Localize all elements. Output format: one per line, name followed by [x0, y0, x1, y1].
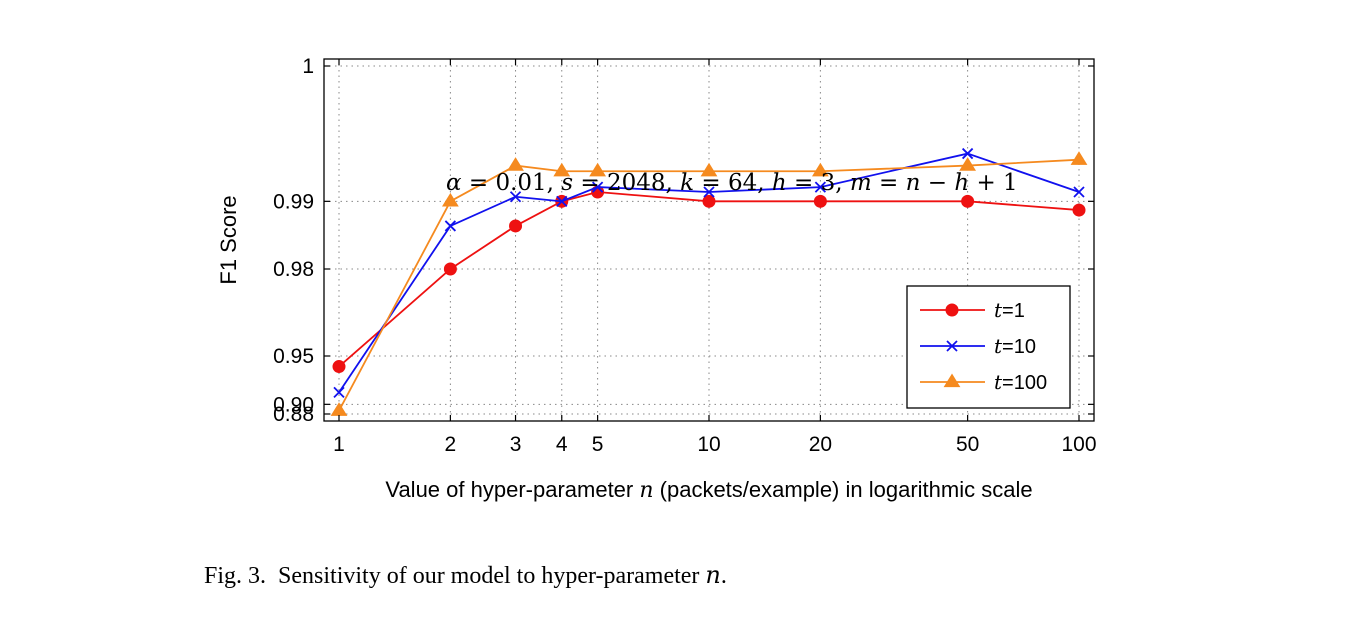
x-tick-label: 20 — [809, 433, 832, 456]
data-point — [591, 181, 604, 193]
x-tick-label: 1 — [333, 433, 345, 456]
caption-text: Sensitivity of our model to hyper-parame… — [278, 563, 705, 589]
data-point — [330, 402, 348, 416]
y-tick-label: 0.98 — [273, 258, 314, 281]
data-point — [1070, 151, 1088, 165]
y-tick-label: 1 — [302, 55, 314, 78]
data-point — [959, 157, 977, 171]
caption-label: Fig. 3. — [204, 563, 266, 589]
data-point — [703, 186, 715, 198]
y-tick-label: 0.95 — [273, 345, 314, 368]
legend-label: t=10 — [994, 334, 1036, 358]
x-tick-label: 4 — [556, 433, 568, 456]
data-point — [813, 194, 827, 208]
figure-caption: Fig. 3. Sensitivity of our model to hyper… — [204, 561, 727, 589]
data-point — [945, 303, 959, 317]
annotation: α = 0.01, s = 2048, k = 64, h = 3, m = n… — [446, 170, 1018, 196]
data-point — [507, 157, 524, 171]
ticks: 1 2 3 4 5 10 20 50 100 0.880.90 0.95 0.98 0.99 1 — [273, 55, 1096, 456]
data-point — [1072, 203, 1086, 217]
x-tick-label: 50 — [956, 433, 979, 456]
x-tick-label: 3 — [510, 433, 522, 456]
data-point — [961, 194, 975, 208]
data-point — [556, 195, 568, 207]
series-t-10 — [333, 147, 1085, 399]
y-tick-label: 0.90 — [273, 393, 314, 416]
data-point — [444, 220, 457, 232]
x-tick-label: 100 — [1061, 433, 1096, 456]
data-point — [961, 147, 974, 160]
data-point — [553, 162, 571, 177]
data-point — [700, 162, 718, 177]
data-point — [509, 219, 523, 233]
data-point — [946, 340, 958, 352]
data-point — [441, 192, 459, 207]
data-point — [814, 181, 827, 193]
legend-label: t=100 — [994, 370, 1047, 394]
legend-item: t=10 — [920, 334, 1036, 358]
x-tick-label: 2 — [445, 433, 457, 456]
y-tick-label: 0.88 — [273, 403, 314, 426]
series-t-100 — [330, 151, 1088, 416]
data-point — [509, 191, 522, 203]
data-point — [332, 360, 346, 374]
data-point — [589, 162, 607, 177]
legend: t=1 t=10 t=100 — [906, 285, 1071, 409]
data-point — [811, 162, 829, 177]
x-tick-label: 5 — [592, 433, 604, 456]
x-axis-label: Value of hyper-parameter n (packets/exam… — [385, 477, 1032, 503]
data-point — [943, 373, 961, 388]
data-point — [333, 386, 345, 399]
data-point — [1073, 186, 1085, 198]
series-layer — [330, 147, 1088, 416]
y-axis-label: F1 Score — [216, 195, 241, 284]
legend-label: t=1 — [994, 298, 1025, 322]
legend-box — [906, 285, 1071, 409]
legend-item: t=100 — [920, 370, 1047, 394]
legend-item: t=1 — [920, 298, 1025, 322]
data-point — [443, 262, 457, 276]
data-point — [702, 194, 716, 208]
x-tick-label: 10 — [697, 433, 720, 456]
y-tick-label: 0.99 — [273, 190, 314, 213]
